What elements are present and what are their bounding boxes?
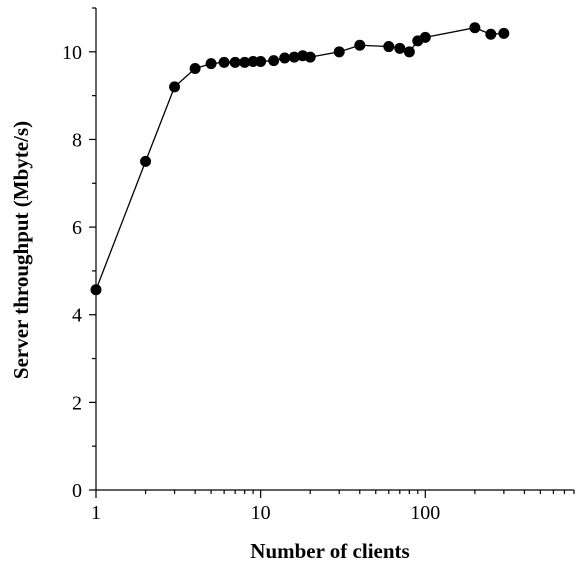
data-point <box>333 46 345 58</box>
data-point <box>268 55 280 67</box>
x-tick-label: 1 <box>91 502 101 524</box>
y-tick-label: 4 <box>72 305 82 327</box>
data-point <box>218 56 230 68</box>
y-tick-label: 2 <box>72 392 82 414</box>
ticks <box>89 7 575 498</box>
x-tick-label: 100 <box>410 502 440 524</box>
data-point <box>485 28 497 40</box>
data-point <box>255 55 267 67</box>
x-axis-title: Number of clients <box>250 539 409 563</box>
data-point <box>498 27 510 39</box>
axes <box>95 8 574 491</box>
data-point <box>247 55 259 67</box>
data-point <box>403 46 415 58</box>
data-point <box>383 41 395 53</box>
data-point <box>469 22 481 34</box>
data-point <box>205 58 217 70</box>
data-point <box>140 155 152 167</box>
series-line <box>95 27 504 290</box>
data-point <box>169 81 181 93</box>
data-point <box>394 42 406 54</box>
data-point <box>189 62 201 74</box>
y-axis-title: Server throughput (Mbyte/s) <box>9 121 33 379</box>
x-tick-label: 10 <box>251 502 271 524</box>
data-point <box>279 52 291 64</box>
data-point <box>90 284 102 296</box>
y-tick-label: 0 <box>72 480 82 502</box>
y-tick-label: 6 <box>72 217 82 239</box>
data-point <box>239 56 251 68</box>
data-point <box>354 39 366 51</box>
y-tick-label: 10 <box>62 42 82 64</box>
data-series <box>90 22 510 296</box>
data-point <box>419 31 431 43</box>
y-tick-label: 8 <box>72 129 82 151</box>
data-point <box>304 51 316 63</box>
tick-labels: 0 2 4 6 8 10 1 10 100 <box>62 42 440 524</box>
data-point <box>229 56 241 68</box>
data-point <box>288 51 300 63</box>
